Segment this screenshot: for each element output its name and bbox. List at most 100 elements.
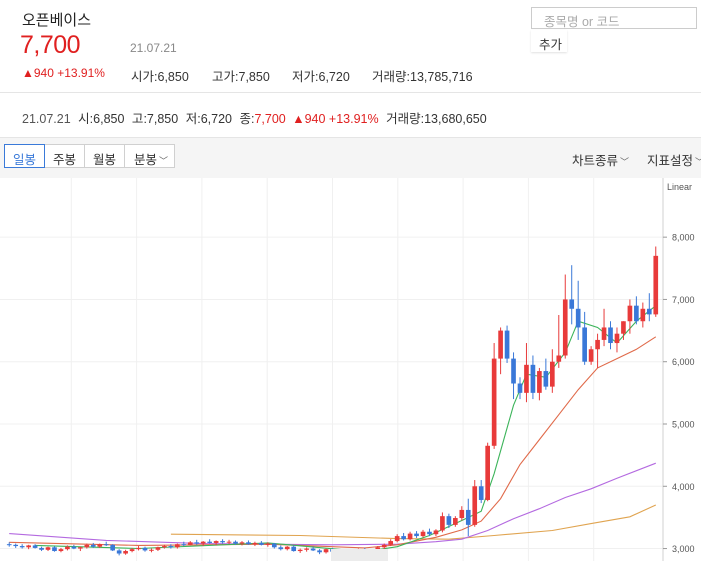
chart-type-label: 차트종류 (572, 154, 619, 168)
candle-body (549, 361, 555, 387)
summary-low-label: 저 (185, 112, 198, 126)
tab-minute[interactable]: 분봉 ﹀ (124, 144, 175, 168)
low-stat: 저가:6,720 (292, 70, 350, 84)
summary-volume: 13,680,650 (424, 112, 487, 126)
candle-body (271, 543, 277, 548)
candle-body (162, 546, 167, 548)
candle-body (168, 546, 174, 548)
price-chart[interactable]: Linear 3,000 4,000 5,000 6,000 7,000 8,000 (0, 178, 701, 561)
candle-body (588, 349, 594, 362)
search-input[interactable]: 종목명 or 코드 (531, 7, 697, 29)
summary-close-label: 종 (239, 112, 251, 126)
summary-open: 6,850 (93, 112, 125, 126)
candle-body (129, 549, 135, 552)
candle-body (97, 544, 103, 547)
scroll-handle[interactable] (331, 549, 388, 561)
summary-date: 21.07.21 (22, 112, 71, 126)
chart-type-dropdown[interactable]: 차트종류 ﹀ (572, 150, 629, 169)
candle-body (653, 255, 659, 315)
candle-body (200, 541, 206, 544)
candle-body (19, 546, 25, 548)
candle-body (265, 543, 271, 545)
y-tick-label: 5,000 (672, 419, 695, 429)
chevron-down-icon: ﹀ (159, 156, 169, 166)
y-tick-label: 6,000 (672, 357, 695, 367)
summary-high: 7,850 (146, 112, 179, 126)
price-change: ▲940 +13.91% (22, 66, 105, 80)
candle-body (317, 550, 322, 553)
candle-body (530, 364, 536, 393)
candle-body (310, 548, 316, 551)
candle-body (601, 327, 607, 340)
volume-stat: 거래량:13,785,716 (372, 70, 473, 84)
candle-body (175, 544, 180, 548)
quote-date: 21.07.21 (130, 41, 177, 55)
summary-close: 7,700 (254, 112, 286, 126)
candle-body (6, 544, 12, 546)
summary-change: ▲940 +13.91% (292, 112, 379, 126)
candle-body (84, 544, 90, 548)
candle-body (187, 542, 193, 545)
candle-body (401, 536, 406, 540)
candle-body (259, 542, 264, 545)
open-label: 시가 (131, 70, 155, 84)
candle-body (569, 299, 575, 309)
candle-body (511, 358, 516, 384)
candle-body (453, 518, 458, 525)
ohlc-summary: 21.07.21 시:6,850 고:7,850 저:6,720 종:7,700… (22, 112, 487, 126)
y-tick-label: 3,000 (672, 544, 695, 554)
candle-body (252, 542, 258, 545)
y-tick-label: 4,000 (672, 482, 695, 492)
low-value: 6,720 (318, 70, 350, 84)
candle-body (427, 531, 432, 535)
ma-120-line (170, 504, 657, 540)
candle-body (621, 321, 626, 334)
candle-body (123, 551, 128, 554)
candle-body (207, 541, 212, 543)
candle-body (90, 544, 96, 547)
candle-body (562, 299, 568, 356)
candle-body (388, 541, 394, 545)
candle-body (472, 486, 478, 525)
current-price: 7,700 (20, 31, 81, 59)
y-axis-ticks: 3,000 4,000 5,000 6,000 7,000 8,000 (663, 233, 695, 554)
low-label: 저가 (292, 70, 316, 84)
candle-body (181, 544, 187, 546)
candle-body (149, 549, 154, 551)
candle-body (65, 546, 70, 550)
candle-body (627, 305, 633, 322)
stock-name: 오픈베이스 (22, 12, 92, 29)
candle-body (291, 546, 297, 552)
candle-body (142, 547, 148, 551)
candle-body (304, 548, 309, 550)
tab-weekly[interactable]: 주봉 (44, 144, 85, 168)
candle-body (595, 339, 600, 350)
candle-body (485, 445, 490, 500)
candle-body (446, 516, 452, 525)
candle-body (45, 547, 51, 550)
indicator-settings-dropdown[interactable]: 지표설정﹀ (647, 150, 701, 169)
candle-body (517, 383, 523, 393)
chart-grid (0, 178, 663, 561)
candle-body (498, 330, 503, 359)
candle-body (407, 533, 413, 540)
candle-body (634, 305, 639, 322)
candle-body (136, 547, 141, 550)
candle-body (220, 541, 225, 543)
candle-body (459, 509, 465, 519)
candle-body (646, 308, 652, 315)
candle-body (575, 308, 581, 328)
candle-body (278, 547, 284, 550)
candle-body (297, 549, 303, 552)
indicator-label: 지표설정 (647, 154, 694, 168)
add-button[interactable]: 추가 (531, 30, 567, 52)
tab-daily[interactable]: 일봉 (4, 144, 45, 168)
candle-body (381, 544, 387, 548)
candle-body (194, 542, 200, 544)
tab-monthly[interactable]: 월봉 (84, 144, 125, 168)
candle-body (39, 547, 44, 550)
y-tick-label: 8,000 (672, 233, 695, 243)
y-tick-label: 7,000 (672, 295, 695, 305)
candle-body (155, 547, 161, 550)
scale-label: Linear (667, 182, 692, 192)
